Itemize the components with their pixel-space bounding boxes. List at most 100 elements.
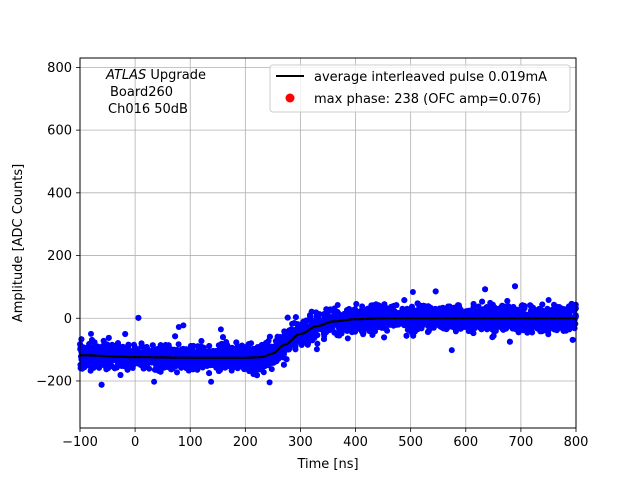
sample-point xyxy=(135,314,142,321)
sample-point xyxy=(195,345,202,352)
sample-point xyxy=(323,309,330,316)
sample-point xyxy=(308,308,315,315)
sample-point xyxy=(383,325,389,332)
sample-point xyxy=(204,362,211,369)
sample-point xyxy=(141,350,148,356)
sample-point xyxy=(130,347,137,354)
sample-point xyxy=(512,283,518,290)
sample-point xyxy=(107,359,114,366)
sample-point xyxy=(216,345,223,352)
sample-point xyxy=(470,301,477,307)
sample-point xyxy=(109,348,116,355)
sample-point xyxy=(88,330,94,337)
legend-entry-max-phase: max phase: 238 (OFC amp=0.076) xyxy=(314,92,541,107)
sample-point xyxy=(418,325,425,332)
sample-point xyxy=(224,351,231,358)
sample-point xyxy=(77,365,84,372)
sample-point xyxy=(409,303,415,310)
sample-point xyxy=(341,310,348,317)
sample-point xyxy=(448,347,455,354)
sample-point xyxy=(474,309,481,316)
sample-point xyxy=(349,322,356,329)
sample-point xyxy=(105,334,112,341)
sample-point xyxy=(284,314,291,321)
sample-point xyxy=(323,329,330,336)
sample-point xyxy=(244,360,251,367)
sample-point xyxy=(254,344,261,351)
annotation-line1: ATLAS Upgrade xyxy=(105,68,206,83)
sample-point xyxy=(513,318,520,324)
sample-point xyxy=(488,322,495,329)
sample-point xyxy=(432,305,439,312)
sample-point xyxy=(385,318,392,325)
sample-point xyxy=(138,360,144,367)
sample-point xyxy=(482,286,489,293)
sample-point xyxy=(175,341,182,348)
sample-point xyxy=(317,326,324,333)
sample-point xyxy=(400,320,407,327)
sample-point xyxy=(529,329,536,336)
sample-point xyxy=(262,340,269,347)
sample-point xyxy=(188,362,195,368)
sample-point xyxy=(444,323,451,330)
sample-point xyxy=(115,340,121,347)
sample-point xyxy=(340,321,347,328)
sample-point xyxy=(266,344,273,351)
sample-point xyxy=(438,308,444,315)
sample-point xyxy=(294,321,301,328)
sample-point xyxy=(239,361,245,368)
y-tick-label: −200 xyxy=(36,374,72,389)
sample-point xyxy=(194,360,201,367)
sample-point xyxy=(151,378,158,385)
sample-point xyxy=(174,369,180,376)
sample-point xyxy=(429,319,435,326)
sample-point xyxy=(364,305,371,312)
sample-point xyxy=(393,302,400,309)
x-tick-label: 500 xyxy=(398,435,423,450)
sample-point xyxy=(403,332,410,339)
sample-point xyxy=(206,350,213,357)
sample-point xyxy=(94,343,101,350)
sample-point xyxy=(321,336,327,343)
sample-point xyxy=(483,304,490,311)
sample-point xyxy=(476,318,483,325)
sample-point xyxy=(183,359,190,366)
sample-point xyxy=(378,303,385,310)
sample-point xyxy=(411,328,418,335)
sample-point xyxy=(313,309,320,316)
sample-point xyxy=(149,342,156,349)
legend-entry-average: average interleaved pulse 0.019mA xyxy=(314,70,547,85)
sample-point xyxy=(409,289,416,295)
x-tick-label: −100 xyxy=(62,435,98,450)
sample-point xyxy=(228,364,235,371)
sample-point xyxy=(401,297,408,304)
sample-point xyxy=(279,349,286,356)
sample-point xyxy=(172,333,179,340)
sample-point xyxy=(446,303,453,310)
sample-point xyxy=(530,318,537,325)
sample-point xyxy=(524,323,531,330)
sample-point xyxy=(268,366,275,373)
sample-point xyxy=(257,349,264,356)
sample-point xyxy=(442,308,449,315)
sample-point xyxy=(216,362,223,369)
sample-point xyxy=(125,364,132,371)
sample-point xyxy=(374,306,381,313)
sample-point xyxy=(138,340,145,347)
sample-point xyxy=(545,328,552,335)
sample-point xyxy=(274,355,281,361)
sample-point xyxy=(151,347,157,354)
annotation-line2: Board260 xyxy=(110,85,173,100)
sample-point xyxy=(223,346,230,353)
sample-point xyxy=(117,357,124,364)
sample-point xyxy=(479,310,486,317)
sample-point xyxy=(99,356,106,363)
sample-point xyxy=(432,288,439,295)
sample-point xyxy=(479,298,486,305)
sample-point xyxy=(348,308,355,315)
sample-point xyxy=(366,324,373,331)
sample-point xyxy=(519,308,526,314)
sample-point xyxy=(258,359,265,366)
sample-point xyxy=(519,302,526,309)
sample-point xyxy=(131,341,137,348)
